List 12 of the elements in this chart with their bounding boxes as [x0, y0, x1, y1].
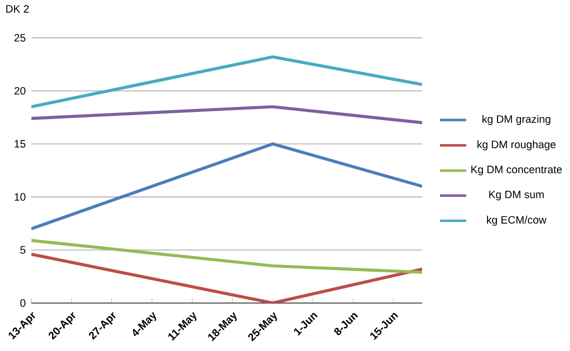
- chart-title: DK 2: [6, 5, 29, 13]
- legend-label: kg DM roughage: [477, 140, 556, 151]
- y-tick-label: 15: [14, 140, 26, 148]
- y-tick-label: 20: [14, 87, 26, 95]
- legend-label: Kg DM sum: [489, 191, 544, 201]
- legend-label: kg ECM/cow: [487, 216, 547, 226]
- y-tick-label: 10: [14, 193, 26, 201]
- legend-label: kg DM grazing: [482, 115, 550, 126]
- y-tick-label: 0: [20, 299, 26, 308]
- legend-label: Kg DM concentrate: [471, 166, 562, 176]
- y-tick-label: 5: [20, 246, 26, 254]
- y-tick-label: 25: [14, 34, 26, 42]
